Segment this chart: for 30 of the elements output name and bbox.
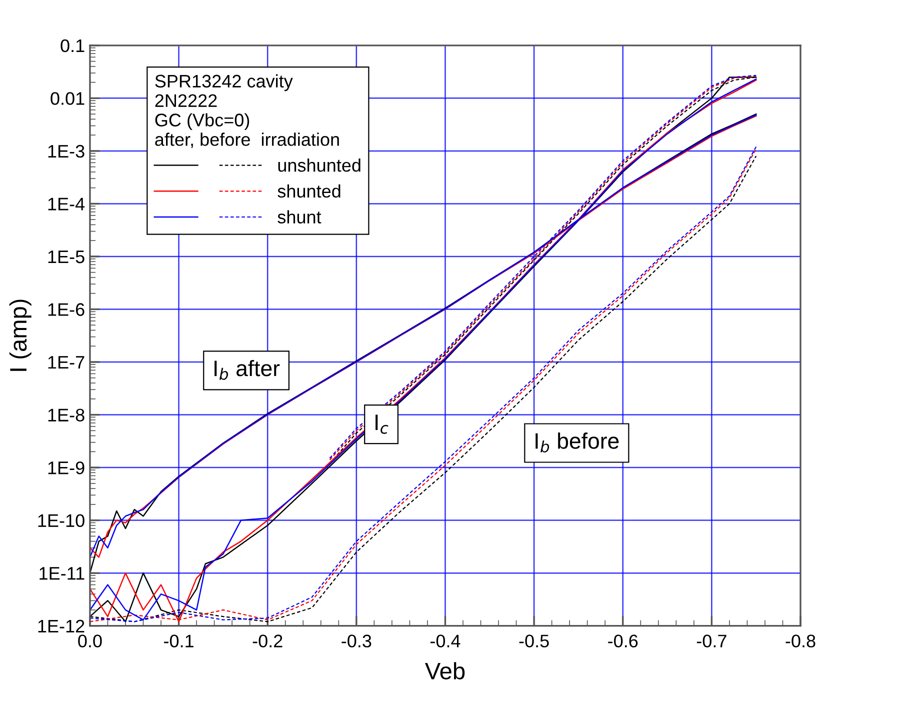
y-tick-label: 1E-7	[48, 356, 84, 369]
x-tick-label: -0.6	[608, 634, 638, 648]
x-tick-label: -0.7	[696, 634, 726, 648]
y-tick-label: 1E-12	[38, 620, 84, 632]
y-tick-label: 1E-8	[48, 408, 84, 422]
y-tick-label: 1E-9	[48, 461, 84, 474]
x-axis-title: Veb	[424, 662, 465, 680]
legend-title: SPR13242 cavity 2N2222 GC (Vbc=0) after, before irradiation	[155, 74, 339, 148]
y-axis-title: I (amp)	[9, 300, 32, 371]
legend-label: shunt	[278, 210, 322, 224]
x-tick-label: -0.2	[252, 634, 282, 648]
x-tick-label: -0.3	[342, 634, 372, 648]
legend-label: shunted	[278, 184, 340, 198]
annotation: I$_{b}$ before	[536, 432, 619, 452]
x-tick-label: -0.4	[430, 634, 460, 648]
x-tick-label: -0.1	[164, 634, 194, 648]
annotation: I$_{c}$	[376, 414, 388, 434]
y-tick-label: 1E-11	[40, 567, 84, 580]
y-tick-label: 1E-5	[48, 250, 84, 264]
y-tick-label: 1E-10	[38, 514, 84, 528]
y-tick-label: 1E-3	[48, 144, 84, 158]
x-tick-label: 0.0	[78, 634, 102, 648]
y-tick-label: 0.01	[50, 92, 84, 105]
y-tick-label: 0.1	[60, 39, 84, 52]
annotation: I$_{b}$ after	[214, 360, 280, 380]
legend-label: unshunted	[278, 158, 360, 172]
y-tick-label: 1E-6	[48, 303, 84, 316]
x-tick-label: -0.5	[519, 634, 549, 648]
y-tick-label: 1E-4	[48, 198, 85, 210]
x-tick-label: -0.8	[786, 634, 816, 648]
